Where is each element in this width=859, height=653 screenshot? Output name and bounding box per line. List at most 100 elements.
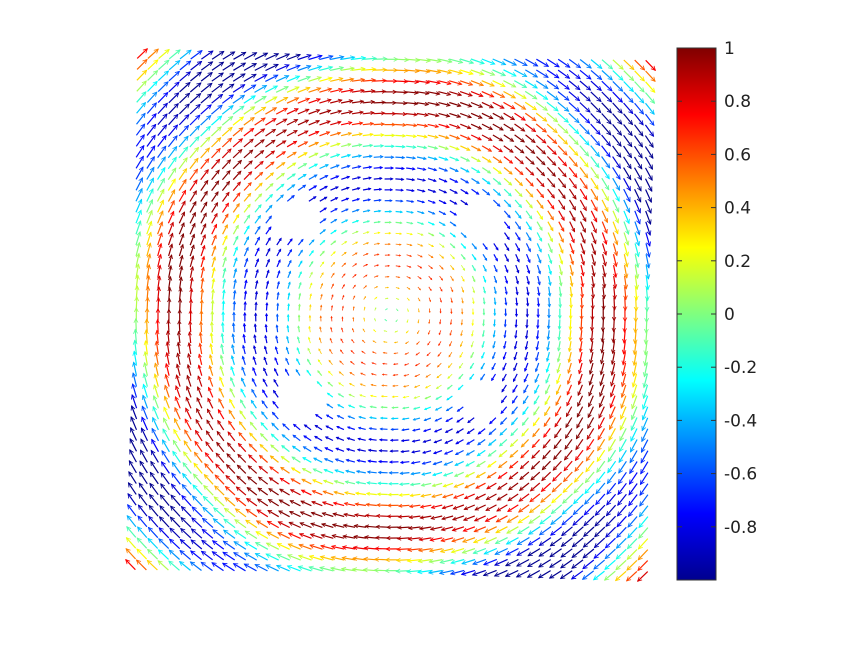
quiver-arrow <box>428 319 431 325</box>
quiver-arrow <box>438 145 450 150</box>
quiver-arrow <box>495 526 508 534</box>
quiver-arrow <box>570 570 584 580</box>
quiver-arrow <box>287 238 293 246</box>
quiver-arrow <box>600 341 605 354</box>
quiver-arrow <box>459 112 473 119</box>
quiver-arrow <box>335 436 345 441</box>
quiver-arrow <box>547 275 552 287</box>
quiver-arrow <box>395 276 401 279</box>
quiver-arrow <box>220 343 224 355</box>
quiver-arrow <box>568 69 581 80</box>
quiver-arrow <box>522 395 529 405</box>
quiver-arrow <box>405 79 420 85</box>
quiver-arrow <box>369 394 377 398</box>
quiver-arrow <box>285 346 290 355</box>
quiver-arrow <box>236 464 247 474</box>
quiver-arrow <box>569 221 576 233</box>
quiver-arrow <box>496 493 508 501</box>
quiver-arrow <box>536 210 544 221</box>
quiver-arrow <box>211 245 217 257</box>
quiver-arrow <box>254 312 258 322</box>
quiver-arrow <box>223 507 236 518</box>
quiver-arrow <box>343 512 356 517</box>
quiver-arrow <box>574 460 584 473</box>
quiver-arrow <box>276 237 282 246</box>
quiver-arrow <box>319 174 329 180</box>
quiver-arrow <box>543 428 551 438</box>
quiver-arrow <box>320 304 323 311</box>
quiver-arrow <box>356 459 366 463</box>
quiver-arrow <box>200 147 211 159</box>
quiver-arrow <box>167 199 175 213</box>
quiver-arrow <box>510 417 519 426</box>
quiver-arrow <box>504 243 510 252</box>
quiver-arrow <box>156 297 161 311</box>
quiver-arrow <box>618 439 627 453</box>
quiver-arrow <box>482 264 487 272</box>
quiver-arrow <box>525 253 531 264</box>
quiver-arrow <box>351 154 363 158</box>
quiver-arrow <box>319 272 324 278</box>
quiver-arrow <box>135 144 145 158</box>
quiver-arrow <box>352 295 356 300</box>
quiver-arrow <box>417 210 425 215</box>
quiver-arrow <box>492 341 496 349</box>
quiver-arrow <box>154 340 160 355</box>
quiver-arrow <box>354 513 367 518</box>
quiver-arrow <box>601 166 610 180</box>
quiver-arrow <box>449 199 458 205</box>
quiver-arrow <box>549 548 562 558</box>
quiver-arrow <box>373 100 387 105</box>
quiver-arrow <box>271 422 279 431</box>
quiver-arrow <box>160 483 170 496</box>
quiver-arrow <box>406 145 417 149</box>
quiver-arrow <box>564 428 573 439</box>
quiver-arrow <box>513 90 527 99</box>
quiver-arrow <box>511 406 518 415</box>
quiver-arrow <box>598 406 605 419</box>
quiver-arrow <box>142 383 148 398</box>
quiver-arrow <box>579 319 584 332</box>
quiver-arrow <box>631 373 638 388</box>
quiver-arrow <box>157 549 170 560</box>
quiver-arrow <box>178 243 184 257</box>
quiver-arrow <box>612 134 622 147</box>
quiver-arrow <box>364 513 377 518</box>
quiver-arrow <box>407 547 421 552</box>
quiver-arrow <box>421 471 432 476</box>
quiver-arrow <box>497 460 508 469</box>
quiver-arrow <box>621 341 627 355</box>
quiver-arrow <box>340 88 355 93</box>
quiver-arrow <box>254 74 268 82</box>
quiver-arrow <box>341 241 348 246</box>
quiver-arrow <box>599 384 605 398</box>
quiver-arrow <box>266 531 280 539</box>
quiver-arrow <box>168 70 181 82</box>
quiver-arrow <box>384 253 391 257</box>
quiver-arrow <box>623 102 634 115</box>
quiver-arrow <box>619 417 627 431</box>
quiver-arrow <box>168 92 180 104</box>
quiver-arrow <box>530 460 541 470</box>
quiver-arrow <box>590 319 595 332</box>
quiver-arrow <box>460 134 472 140</box>
quiver-arrow <box>482 297 486 305</box>
quiver-arrow <box>146 155 155 169</box>
quiver-arrow <box>503 319 507 328</box>
quiver-arrow <box>211 256 216 268</box>
quiver-arrow <box>628 494 638 507</box>
quiver-arrow <box>265 291 269 300</box>
quiver-arrow <box>267 498 280 507</box>
quiver-arrow <box>438 167 449 172</box>
quiver-arrow <box>356 448 366 452</box>
quiver-arrow <box>416 134 428 139</box>
quiver-arrow <box>232 213 240 224</box>
quiver-arrow <box>641 428 649 443</box>
quiver-arrow <box>193 451 203 463</box>
quiver-arrow <box>178 232 185 246</box>
quiver-arrow <box>384 318 388 322</box>
quiver-arrow <box>416 167 427 171</box>
quiver-arrow <box>535 341 540 351</box>
quiver-arrow <box>221 562 235 572</box>
quiver-arrow <box>464 471 475 478</box>
